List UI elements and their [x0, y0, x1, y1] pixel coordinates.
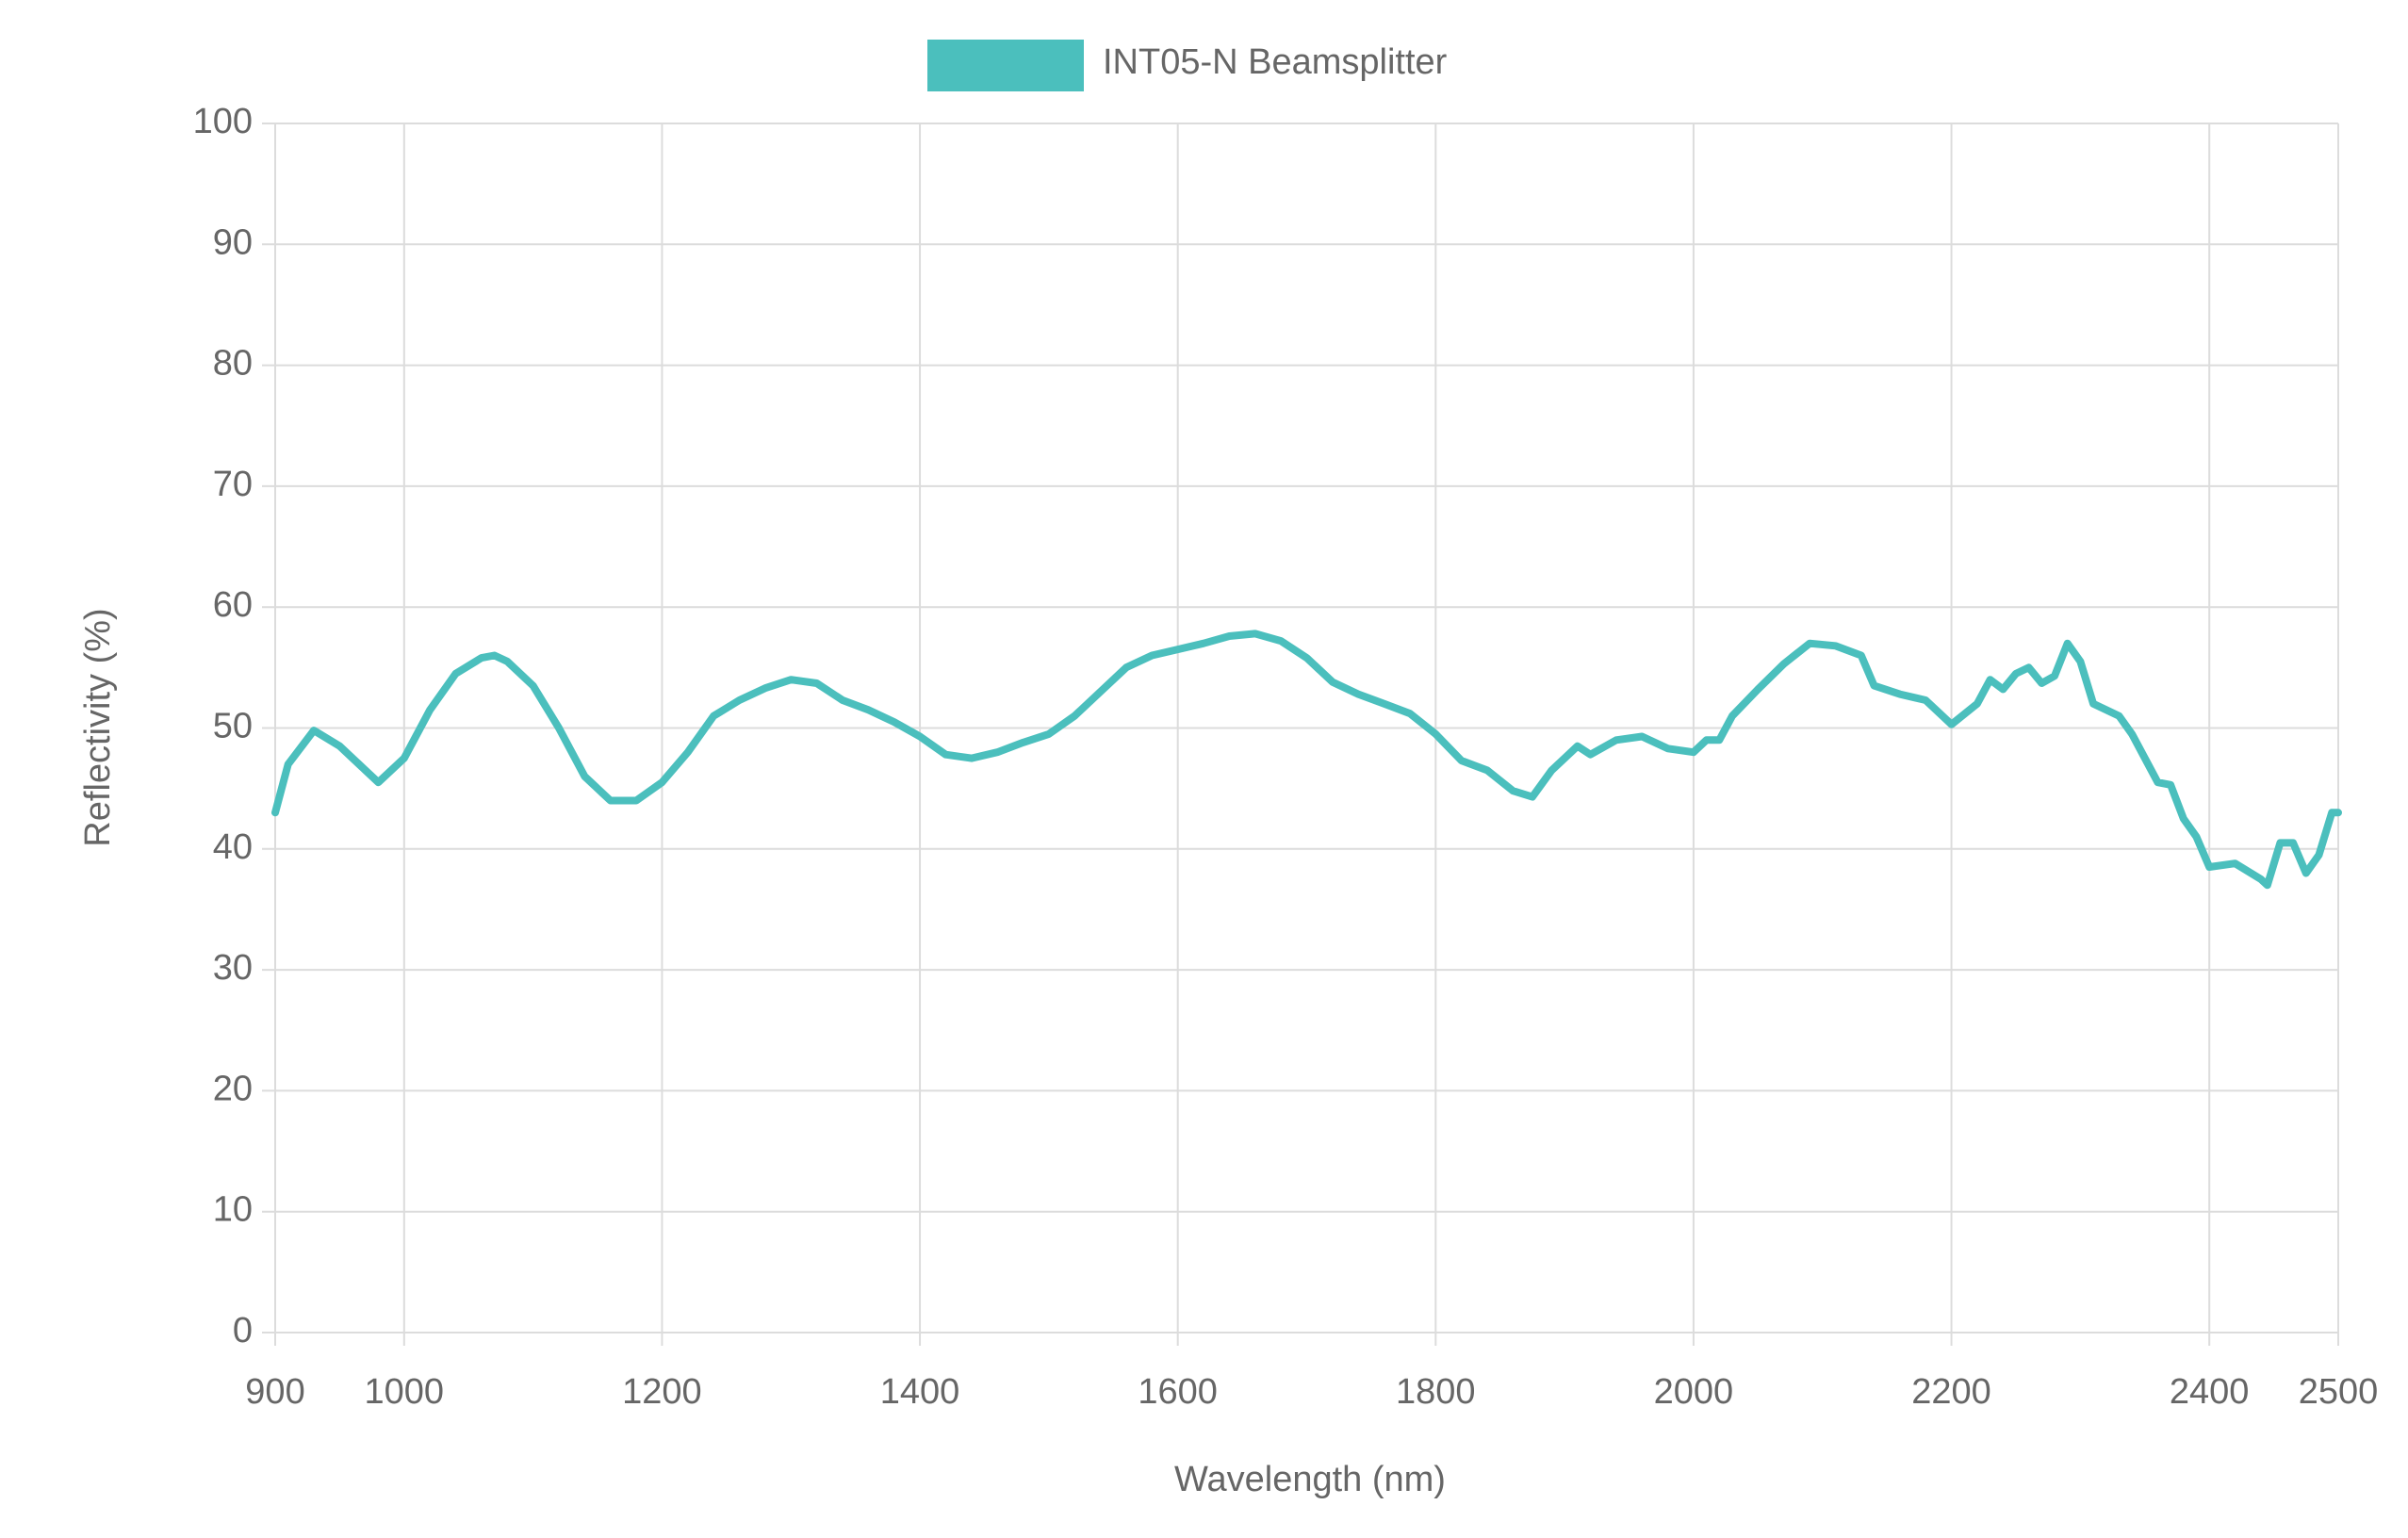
data-line — [271, 630, 2342, 890]
y-tick-label: 100 — [193, 102, 253, 141]
x-tick-label: 2000 — [1654, 1372, 1734, 1412]
y-axis-title: Reflectivity (%) — [78, 608, 118, 846]
x-tick-label: 1800 — [1396, 1372, 1476, 1412]
x-tick-label: 2400 — [2170, 1372, 2250, 1412]
x-tick-label: 1200 — [622, 1372, 702, 1412]
legend-swatch — [926, 38, 1086, 93]
y-tick-label: 70 — [213, 465, 253, 504]
y-tick-label: 50 — [213, 707, 253, 746]
y-tick-label: 80 — [213, 344, 253, 384]
x-tick-label: 1400 — [880, 1372, 960, 1412]
y-tick-label: 30 — [213, 948, 253, 988]
y-tick-label: 20 — [213, 1069, 253, 1108]
x-axis-title: Wavelength (nm) — [1174, 1460, 1446, 1499]
x-tick-label: 1000 — [365, 1372, 445, 1412]
y-tick-label: 60 — [213, 585, 253, 625]
y-tick-label: 10 — [213, 1190, 253, 1230]
y-tick-label: 40 — [213, 827, 253, 867]
x-tick-label: 2500 — [2299, 1372, 2379, 1412]
x-tick-label: 1600 — [1138, 1372, 1218, 1412]
x-tick-label: 900 — [245, 1372, 304, 1412]
y-tick-label: 90 — [213, 222, 253, 262]
y-tick-label: 0 — [233, 1311, 253, 1350]
legend-label: INT05-N Beamsplitter — [1103, 42, 1448, 82]
x-tick-label: 2200 — [1911, 1372, 1991, 1412]
